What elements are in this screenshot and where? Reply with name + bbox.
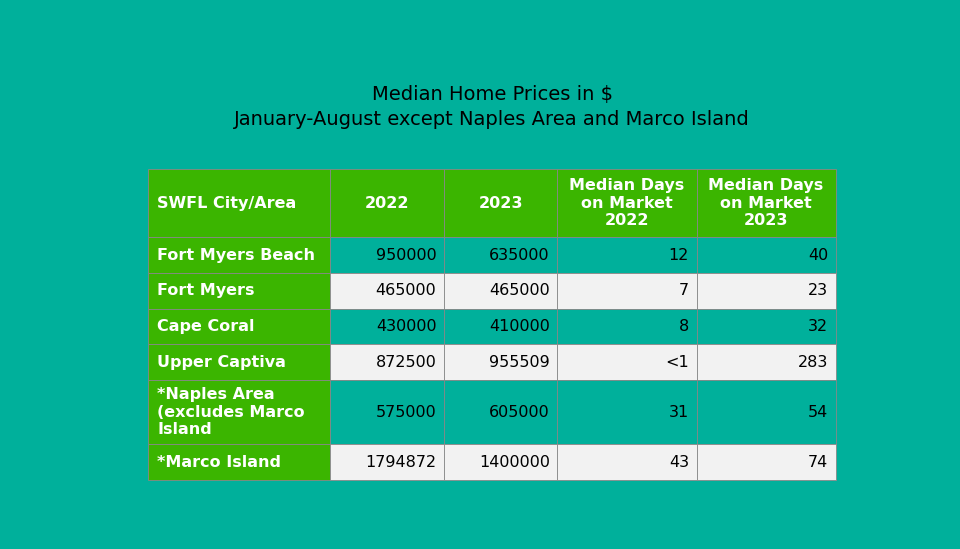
Text: Median Days
on Market
2023: Median Days on Market 2023 [708, 178, 824, 228]
Text: 74: 74 [808, 455, 828, 470]
Bar [697, 273, 836, 309]
Text: Fort Myers: Fort Myers [157, 283, 254, 298]
Text: 605000: 605000 [489, 405, 550, 420]
Bar [558, 273, 697, 309]
Text: Cape Coral: Cape Coral [157, 319, 254, 334]
Text: 2023: 2023 [478, 196, 523, 211]
Bar [558, 237, 697, 273]
Bar [558, 309, 697, 344]
Bar [148, 273, 330, 309]
Bar [148, 445, 330, 480]
Text: Fort Myers Beach: Fort Myers Beach [157, 248, 315, 262]
Bar [558, 344, 697, 380]
Text: 31: 31 [669, 405, 689, 420]
Bar [148, 170, 330, 237]
Text: Upper Captiva: Upper Captiva [157, 355, 286, 370]
Text: 2022: 2022 [365, 196, 409, 211]
Text: 54: 54 [808, 405, 828, 420]
Text: 410000: 410000 [489, 319, 550, 334]
Bar [697, 237, 836, 273]
Bar [558, 380, 697, 445]
Bar [330, 273, 444, 309]
Bar [697, 309, 836, 344]
Bar [697, 170, 836, 237]
Bar [444, 237, 558, 273]
Text: 955509: 955509 [489, 355, 550, 370]
Bar [148, 344, 330, 380]
Bar [558, 170, 697, 237]
Text: 872500: 872500 [375, 355, 437, 370]
Bar [330, 344, 444, 380]
Text: 950000: 950000 [375, 248, 437, 262]
Bar [558, 445, 697, 480]
Bar [444, 445, 558, 480]
Text: 12: 12 [669, 248, 689, 262]
Text: 465000: 465000 [375, 283, 437, 298]
Text: 465000: 465000 [489, 283, 550, 298]
Bar [444, 170, 558, 237]
Bar [444, 273, 558, 309]
Text: 575000: 575000 [375, 405, 437, 420]
Bar [330, 237, 444, 273]
Bar [330, 170, 444, 237]
Text: SWFL City/Area: SWFL City/Area [157, 196, 297, 211]
Text: 23: 23 [808, 283, 828, 298]
Text: Median Home Prices in $
January-August except Naples Area and Marco Island: Median Home Prices in $ January-August e… [234, 85, 750, 129]
Text: 40: 40 [808, 248, 828, 262]
Bar [444, 309, 558, 344]
Bar [697, 380, 836, 445]
Bar [697, 344, 836, 380]
Text: 1794872: 1794872 [366, 455, 437, 470]
Text: 283: 283 [798, 355, 828, 370]
Bar [148, 309, 330, 344]
Text: 8: 8 [679, 319, 689, 334]
Text: 1400000: 1400000 [479, 455, 550, 470]
Bar [697, 445, 836, 480]
Bar [148, 237, 330, 273]
Text: Median Days
on Market
2022: Median Days on Market 2022 [569, 178, 684, 228]
Text: *Marco Island: *Marco Island [157, 455, 281, 470]
Bar [444, 344, 558, 380]
Text: 43: 43 [669, 455, 689, 470]
Bar [330, 445, 444, 480]
Text: 7: 7 [679, 283, 689, 298]
Bar [444, 380, 558, 445]
Text: 635000: 635000 [490, 248, 550, 262]
Text: *Naples Area
(excludes Marco
Island: *Naples Area (excludes Marco Island [157, 388, 305, 437]
Text: 32: 32 [808, 319, 828, 334]
Text: <1: <1 [665, 355, 689, 370]
Bar [330, 380, 444, 445]
Bar [148, 380, 330, 445]
Text: 430000: 430000 [375, 319, 437, 334]
Bar [330, 309, 444, 344]
